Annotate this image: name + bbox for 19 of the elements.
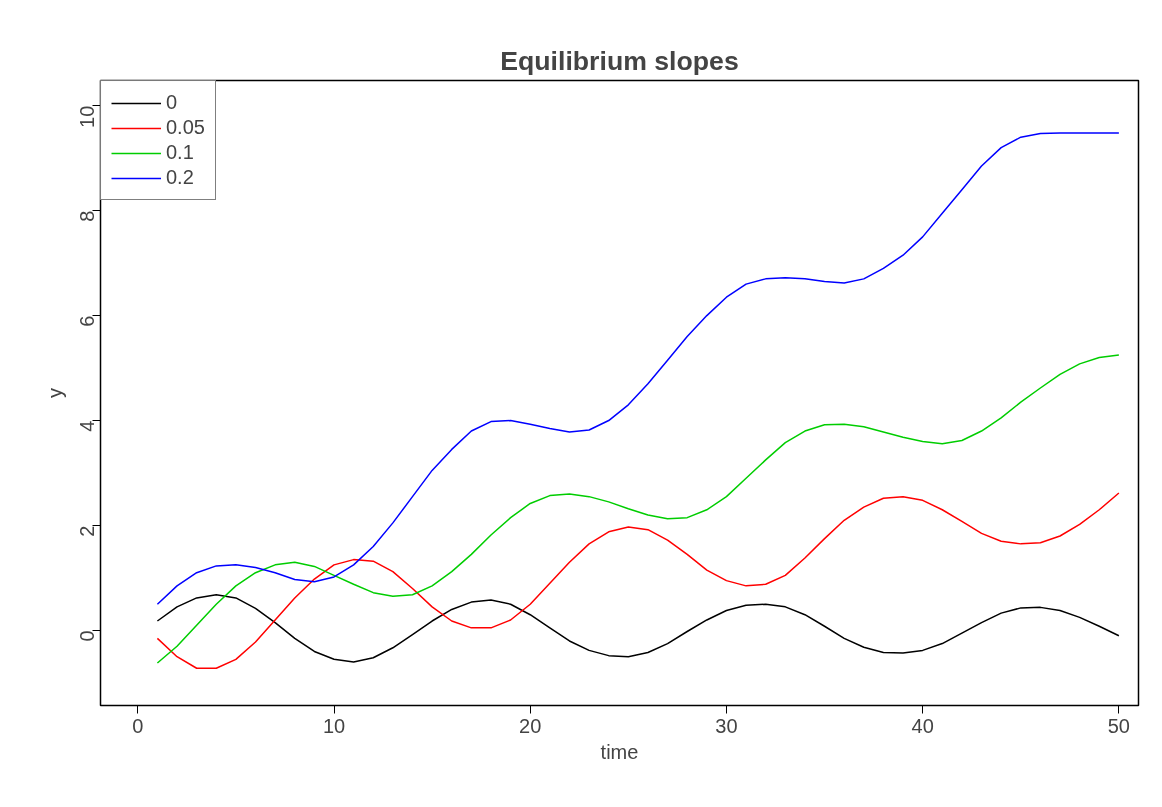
x-tick-label: 30: [715, 714, 738, 737]
x-axis-title: time: [600, 740, 639, 763]
x-tick-label: 20: [519, 714, 542, 737]
y-tick-label: 8: [76, 210, 99, 222]
y-tick-label: 4: [76, 420, 99, 432]
legend-label: 0.2: [166, 166, 194, 189]
chart-title: Equilibrium slopes: [500, 45, 739, 76]
legend-label: 0.1: [166, 141, 194, 164]
y-tick-label: 2: [76, 525, 99, 537]
x-tick-label: 0: [132, 714, 144, 737]
x-tick-label: 50: [1107, 714, 1131, 737]
x-tick-label: 10: [322, 714, 346, 737]
legend-label: 0.05: [166, 116, 205, 139]
legend-label: 0: [166, 91, 179, 114]
y-tick-label: 0: [76, 630, 99, 642]
x-tick-label: 40: [911, 714, 934, 737]
y-axis-title: y: [43, 388, 66, 398]
y-tick-label: 6: [76, 315, 99, 327]
y-tick-label: 10: [76, 105, 99, 128]
